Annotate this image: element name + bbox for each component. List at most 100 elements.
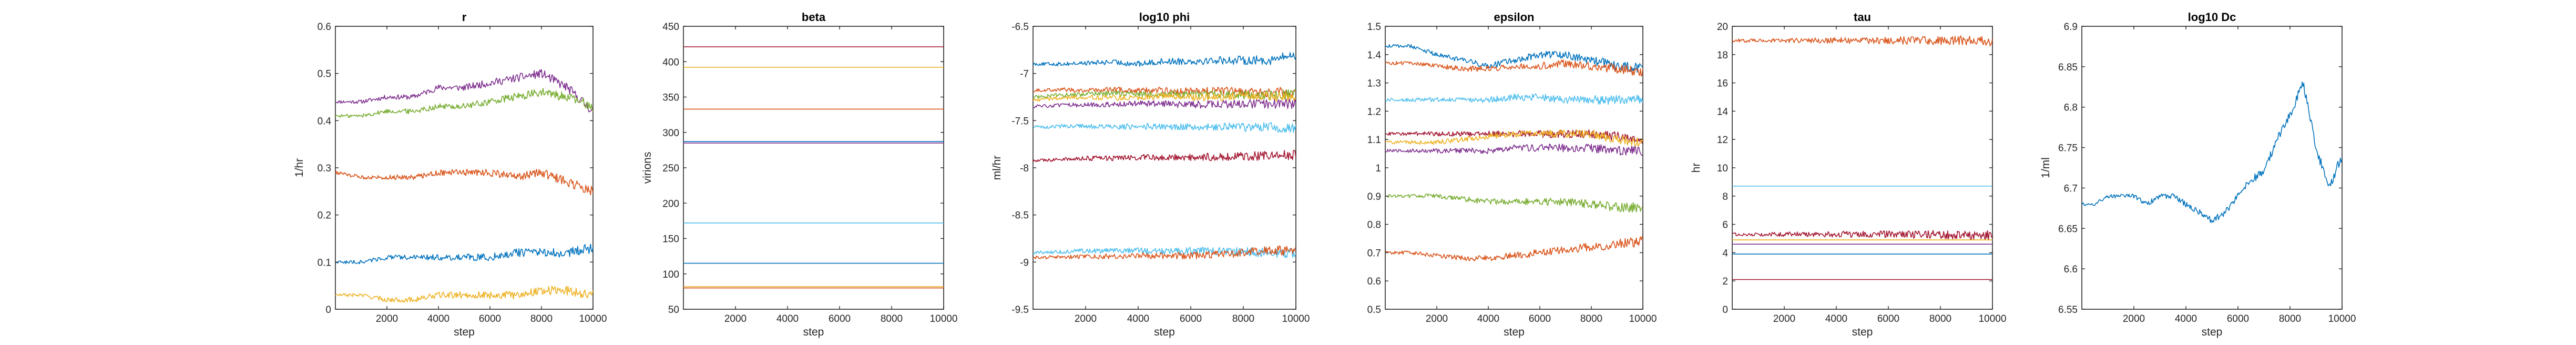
series-line-1: [1732, 35, 1992, 46]
y-tick-label: 300: [662, 128, 679, 139]
x-tick-label: 4000: [776, 313, 799, 324]
x-tick-label: 2000: [2123, 313, 2145, 324]
y-tick-label: 0.1: [318, 257, 331, 268]
series-line-2: [1385, 59, 1643, 77]
axes-frame: [1732, 26, 1993, 310]
y-tick-label: 100: [662, 269, 679, 280]
x-tick-label: 10000: [1629, 313, 1657, 324]
series-line-1: [1385, 44, 1643, 73]
x-tick-label: 8000: [881, 313, 903, 324]
y-tick-label: 20: [1717, 22, 1728, 33]
y-tick-label: 2: [1722, 276, 1728, 287]
axes-frame: [683, 26, 944, 310]
chart-panel-2: 2000 4000 6000 8000 10000 50 100 150 200 250 300 35…: [641, 11, 957, 338]
y-tick-label: 0.5: [318, 69, 331, 80]
x-axis-label: step: [454, 326, 475, 338]
x-tick-label: 2000: [724, 313, 747, 324]
x-tick-label: 8000: [1232, 313, 1254, 324]
series-line-5: [335, 285, 593, 303]
x-axis-label: step: [2202, 326, 2223, 338]
x-tick-label: 6000: [1529, 313, 1551, 324]
series-line-9: [1033, 245, 1296, 260]
x-tick-label: 2000: [1426, 313, 1448, 324]
series-line-8: [1385, 236, 1643, 262]
y-tick-label: -7.5: [1011, 116, 1029, 127]
panel-title: log10 phi: [1139, 11, 1190, 24]
y-tick-label: -8: [1020, 163, 1029, 174]
panel-title: tau: [1854, 11, 1871, 24]
series-traces: [2082, 81, 2342, 223]
panel-title: r: [462, 11, 467, 24]
series-line-5: [1385, 129, 1643, 147]
x-axis-label: step: [1852, 326, 1873, 338]
series-line-1: [1033, 52, 1296, 67]
y-tick-label: 6.75: [2058, 143, 2078, 154]
y-tick-label: 0: [325, 305, 331, 316]
y-tick-label: 4: [1722, 248, 1728, 259]
y-tick-label: 0.6: [318, 22, 331, 33]
y-tick-label: 6.65: [2058, 224, 2078, 235]
y-tick-label: 14: [1717, 106, 1729, 117]
y-tick-label: 1.1: [1367, 135, 1381, 146]
x-tick-label: 6000: [1180, 313, 1202, 324]
y-tick-label: 1.3: [1367, 78, 1381, 89]
y-tick-label: 0.8: [1367, 220, 1381, 231]
series-traces: [1732, 35, 1992, 280]
x-tick-label: 6000: [1877, 313, 1899, 324]
y-tick-label: 0.3: [318, 163, 331, 174]
y-axis-label: virions: [641, 152, 653, 184]
y-tick-label: 0.4: [318, 116, 332, 127]
x-tick-label: 10000: [2328, 313, 2356, 324]
series-line-7: [1385, 194, 1643, 213]
y-tick-label: 8: [1722, 191, 1728, 202]
series-traces: [335, 69, 593, 303]
y-tick-label: 1.2: [1367, 106, 1381, 117]
x-tick-label: 10000: [930, 313, 958, 324]
series-traces: [683, 46, 944, 289]
x-tick-label: 4000: [1825, 313, 1847, 324]
y-tick-label: 0: [1722, 305, 1728, 316]
y-tick-label: 6.9: [2064, 22, 2078, 33]
y-tick-label: -6.5: [1011, 22, 1029, 33]
x-axis-label: step: [803, 326, 824, 338]
y-tick-label: 1.5: [1367, 22, 1381, 33]
x-tick-label: 8000: [1580, 313, 1602, 324]
y-tick-label: 0.7: [1367, 248, 1381, 259]
x-tick-label: 10000: [1282, 313, 1310, 324]
series-line-3: [335, 169, 593, 196]
series-line-3: [1732, 230, 1992, 241]
y-tick-label: 150: [662, 234, 679, 245]
series-traces: [1385, 44, 1643, 262]
y-axis-label: hr: [1690, 163, 1702, 173]
x-tick-label: 4000: [2175, 313, 2197, 324]
series-line-4: [1385, 129, 1643, 144]
y-tick-label: 0.2: [318, 210, 331, 221]
y-tick-label: 6.7: [2064, 183, 2078, 194]
axes-frame: [2081, 26, 2343, 310]
y-tick-label: 0.9: [1367, 191, 1381, 202]
series-traces: [1033, 52, 1296, 260]
y-tick-label: 6.55: [2058, 305, 2078, 316]
y-axis-label: ml/hr: [991, 156, 1003, 180]
y-tick-label: 12: [1717, 135, 1728, 146]
x-tick-label: 2000: [1773, 313, 1795, 324]
x-tick-label: 6000: [829, 313, 851, 324]
y-tick-label: 50: [668, 305, 679, 316]
series-line-6: [1385, 144, 1643, 156]
y-tick-label: 400: [662, 57, 679, 68]
chart-panel-3: 2000 4000 6000 8000 10000 -9.5 -9 -8.5 -8 -7.5 -7 -…: [991, 11, 1310, 338]
y-tick-label: 1: [1375, 163, 1381, 174]
x-tick-label: 10000: [579, 313, 607, 324]
x-axis-label: step: [1154, 326, 1175, 338]
chart-panel-5: 2000 4000 6000 8000 10000 0 2 4 6 8 10 12 14 16 18 20 ta…: [1690, 11, 2006, 338]
panel-title: log10 Dc: [2188, 11, 2236, 24]
chart-panel-1: 2000 4000 6000 8000 10000 0 0.1 0.2 0.3 0.4 0.5 0.6…: [293, 11, 607, 338]
y-tick-label: -8.5: [1011, 210, 1029, 221]
axes-frame: [1033, 26, 1296, 310]
x-tick-label: 4000: [1127, 313, 1149, 324]
y-tick-label: 1.4: [1367, 50, 1382, 61]
x-axis-label: step: [1504, 326, 1525, 338]
x-tick-label: 6000: [479, 313, 501, 324]
y-axis-label: 1/hr: [293, 158, 305, 177]
y-tick-label: 6.6: [2064, 264, 2078, 275]
